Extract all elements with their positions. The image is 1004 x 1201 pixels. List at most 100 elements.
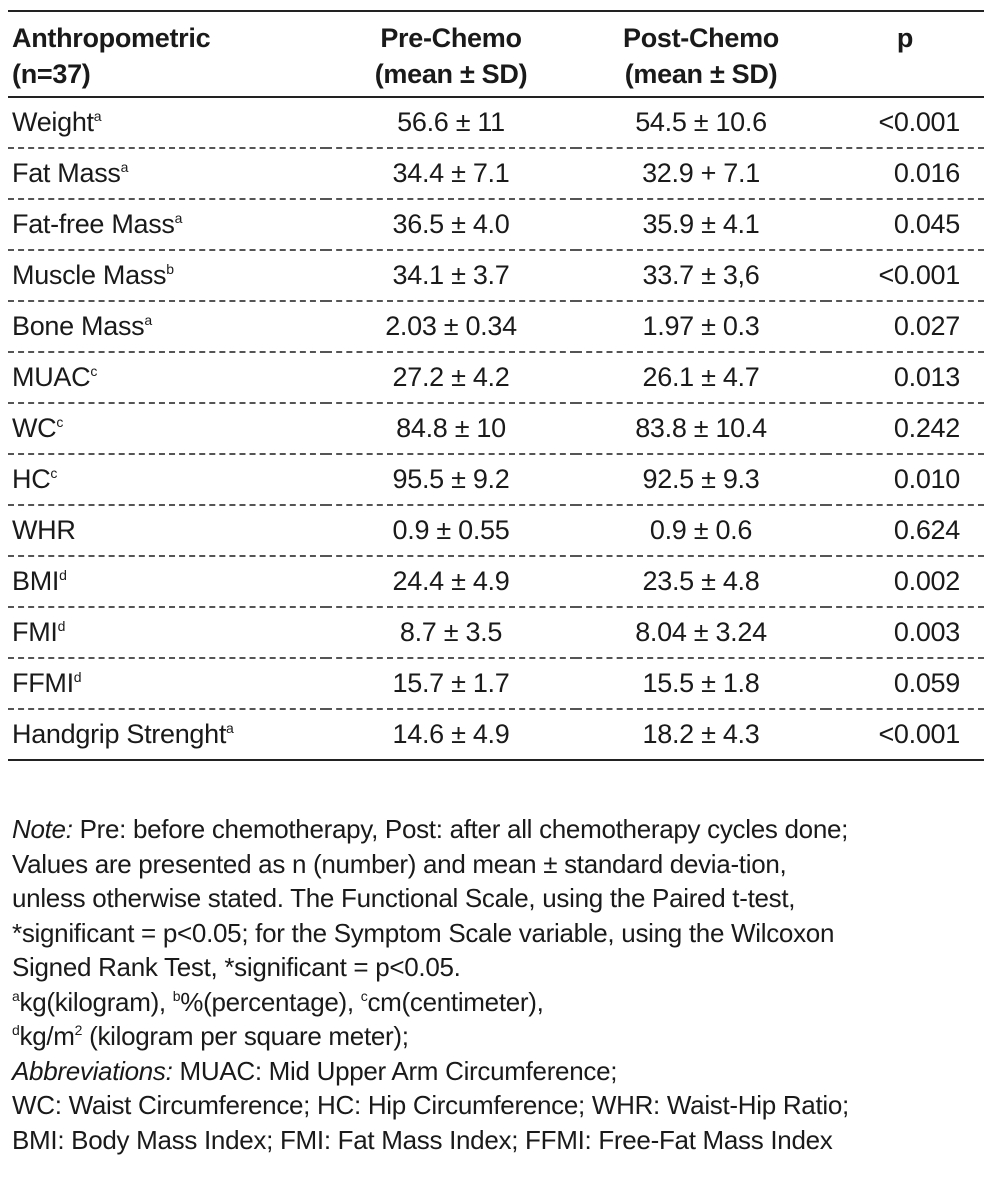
- row-name: Bone Mass: [12, 311, 145, 341]
- unit-marker: c: [360, 987, 368, 1004]
- unit-text: kg/m: [19, 1021, 75, 1051]
- header-pre-chemo: Pre-Chemo (mean ± SD): [326, 14, 576, 98]
- row-name: FMI: [12, 617, 58, 647]
- cell-post: 92.5 ± 9.3: [576, 454, 826, 506]
- cell-post: 23.5 ± 4.8: [576, 556, 826, 608]
- note-line: Note: Pre: before chemotherapy, Post: af…: [12, 812, 984, 847]
- unit-marker: b: [172, 987, 181, 1004]
- anthropometric-table: Anthropometric (n=37) Pre-Chemo (mean ± …: [8, 14, 984, 761]
- row-label: Bone Massa: [8, 301, 326, 353]
- table-row: FMId 8.7 ± 3.5 8.04 ± 3.24 0.003: [8, 607, 984, 659]
- unit-marker: d: [12, 1022, 20, 1038]
- table-row: Fat Massa 34.4 ± 7.1 32.9 + 7.1 0.016: [8, 148, 984, 200]
- header-line: Post-Chemo: [622, 23, 779, 53]
- row-label: Weighta: [8, 97, 326, 149]
- cell-p: <0.001: [826, 97, 984, 149]
- unit-marker: c: [90, 363, 98, 379]
- unit-marker: c: [56, 414, 64, 430]
- note-line: Signed Rank Test, *significant = p<0.05.: [12, 952, 461, 982]
- row-label: HCc: [8, 454, 326, 506]
- unit-marker: d: [73, 669, 82, 685]
- cell-p: 0.016: [826, 148, 984, 200]
- cell-post: 18.2 ± 4.3: [576, 709, 826, 761]
- cell-p: 0.002: [826, 556, 984, 608]
- abbreviations-label: Abbreviations:: [12, 1055, 173, 1086]
- cell-p: 0.242: [826, 403, 984, 455]
- cell-pre: 14.6 ± 4.9: [326, 709, 576, 761]
- cell-pre: 36.5 ± 4.0: [326, 199, 576, 251]
- row-name: Fat Mass: [12, 158, 121, 188]
- header-line: p: [896, 23, 914, 53]
- row-label: Fat Massa: [8, 148, 326, 200]
- unit-marker: a: [174, 210, 183, 226]
- cell-p: 0.059: [826, 658, 984, 710]
- table-row: Bone Massa 2.03 ± 0.34 1.97 ± 0.3 0.027: [8, 301, 984, 353]
- row-name: Fat-free Mass: [12, 209, 175, 239]
- cell-post: 15.5 ± 1.8: [576, 658, 826, 710]
- unit-text: (kilogram per square meter);: [82, 1021, 409, 1051]
- cell-post: 32.9 + 7.1: [576, 148, 826, 200]
- unit-exponent: 2: [74, 1022, 83, 1038]
- table-header: Anthropometric (n=37) Pre-Chemo (mean ± …: [8, 14, 984, 98]
- note-label: Note:: [12, 814, 73, 844]
- unit-marker: a: [226, 720, 234, 736]
- header-line: (mean ± SD): [624, 59, 778, 89]
- cell-p: <0.001: [826, 709, 984, 761]
- cell-p: 0.027: [826, 301, 984, 353]
- cell-post: 26.1 ± 4.7: [576, 352, 826, 404]
- table-row: HCc 95.5 ± 9.2 92.5 ± 9.3 0.010: [8, 454, 984, 506]
- cell-pre: 34.4 ± 7.1: [326, 148, 576, 200]
- row-name: MUAC: [12, 362, 91, 392]
- unit-text: cm(centimeter),: [367, 986, 544, 1017]
- header-line: Pre-Chemo: [380, 23, 522, 53]
- row-label: FFMId: [8, 658, 326, 710]
- cell-p: <0.001: [826, 250, 984, 302]
- unit-marker: a: [12, 987, 20, 1004]
- cell-pre: 8.7 ± 3.5: [326, 607, 576, 659]
- abbreviations-text: MUAC: Mid Upper Arm Circumference;: [172, 1055, 618, 1086]
- unit-text: kg(kilogram),: [19, 986, 173, 1017]
- note-line: Values are presented as n (number) and m…: [12, 848, 787, 879]
- row-label: Muscle Massb: [8, 250, 326, 302]
- abbreviations-line: BMI: Body Mass Index; FMI: Fat Mass Inde…: [12, 1124, 833, 1155]
- note-text: Pre: before chemotherapy, Post: after al…: [72, 814, 849, 844]
- cell-pre: 27.2 ± 4.2: [326, 352, 576, 404]
- cell-pre: 95.5 ± 9.2: [326, 454, 576, 506]
- row-name: Handgrip Strenght: [12, 719, 227, 749]
- cell-post: 0.9 ± 0.6: [576, 505, 826, 557]
- cell-post: 8.04 ± 3.24: [576, 607, 826, 659]
- cell-post: 35.9 ± 4.1: [576, 199, 826, 251]
- cell-pre: 15.7 ± 1.7: [326, 658, 576, 710]
- cell-pre: 84.8 ± 10: [326, 403, 576, 455]
- cell-post: 54.5 ± 10.6: [576, 97, 826, 149]
- table-row: Fat-free Massa 36.5 ± 4.0 35.9 ± 4.1 0.0…: [8, 199, 984, 251]
- row-label: BMId: [8, 556, 326, 608]
- header-line: (mean ± SD): [374, 59, 528, 89]
- unit-marker: a: [120, 159, 129, 175]
- row-name: WHR: [12, 515, 76, 545]
- row-name: WC: [12, 413, 57, 443]
- cell-post: 83.8 ± 10.4: [576, 403, 826, 455]
- row-label: WHR: [8, 505, 326, 557]
- units-line: dkg/m2 (kilogram per square meter);: [12, 1019, 984, 1054]
- unit-marker: d: [57, 618, 66, 634]
- row-name: Weight: [12, 107, 94, 137]
- unit-marker: a: [144, 312, 152, 328]
- unit-marker: a: [93, 108, 102, 124]
- note-line: *significant = p<0.05; for the Symptom S…: [12, 917, 835, 948]
- cell-p: 0.003: [826, 607, 984, 659]
- table-notes: Note: Pre: before chemotherapy, Post: af…: [12, 812, 984, 1157]
- cell-pre: 34.1 ± 3.7: [326, 250, 576, 302]
- row-name: Muscle Mass: [12, 260, 167, 290]
- abbreviations-line: WC: Waist Circumference; HC: Hip Circumf…: [12, 1090, 849, 1120]
- abbreviations-line: Abbreviations: MUAC: Mid Upper Arm Circu…: [12, 1054, 984, 1089]
- table-row: MUACc 27.2 ± 4.2 26.1 ± 4.7 0.013: [8, 352, 984, 404]
- cell-post: 1.97 ± 0.3: [576, 301, 826, 353]
- row-name: HC: [12, 464, 51, 494]
- table-row: Handgrip Strenghta 14.6 ± 4.9 18.2 ± 4.3…: [8, 709, 984, 761]
- row-name: FFMI: [12, 668, 74, 698]
- unit-marker: d: [59, 567, 67, 583]
- cell-pre: 24.4 ± 4.9: [326, 556, 576, 608]
- header-line: Anthropometric: [12, 23, 211, 53]
